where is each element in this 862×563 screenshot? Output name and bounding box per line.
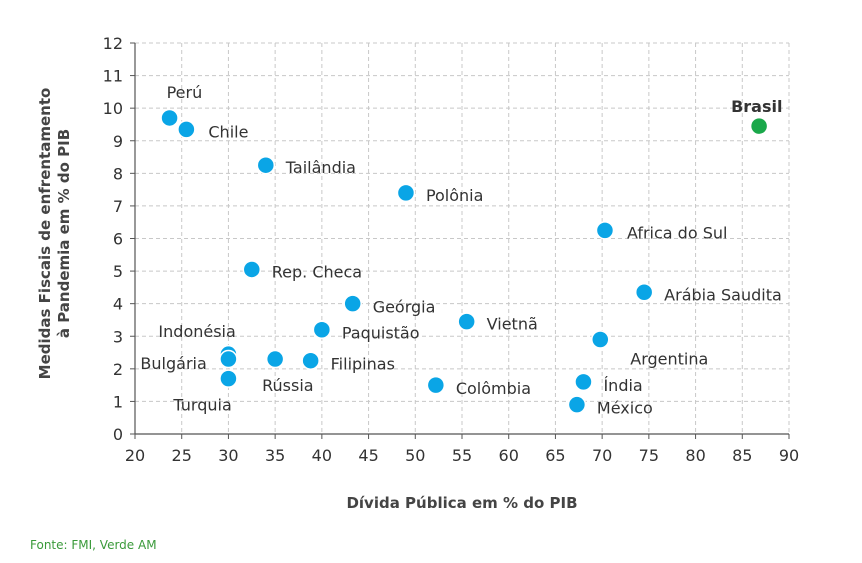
label-bulgaria: Bulgária <box>140 354 206 373</box>
label-africa-do-sul: Africa do Sul <box>627 223 728 242</box>
label-mexico: México <box>597 399 653 418</box>
y-tick-label: 5 <box>113 262 123 281</box>
label-peru: Perú <box>167 83 203 102</box>
x-tick-label: 70 <box>592 446 612 465</box>
y-tick-label: 12 <box>103 34 123 53</box>
label-tailandia: Tailândia <box>285 158 356 177</box>
point-mexico <box>567 395 587 414</box>
label-rep-checa: Rep. Checa <box>272 262 362 281</box>
label-georgia: Geórgia <box>373 298 436 317</box>
label-brasil: Brasil <box>731 97 782 116</box>
x-tick-label: 65 <box>545 446 565 465</box>
point-brasil <box>749 116 769 136</box>
x-tick-label: 60 <box>499 446 519 465</box>
x-axis-title: Dívida Pública em % do PIB <box>346 494 577 512</box>
point-arabia-saudita <box>634 283 654 302</box>
point-colombia <box>426 375 446 395</box>
label-filipinas: Filipinas <box>331 355 395 374</box>
label-vietna: Vietnã <box>487 315 538 334</box>
y-tick-label: 11 <box>103 67 123 86</box>
label-indonesia: Indonésia <box>158 322 235 341</box>
point-peru <box>160 108 179 128</box>
x-tick-label: 40 <box>312 446 332 465</box>
point-bulgaria <box>219 349 238 369</box>
source-note: Fonte: FMI, Verde AM <box>30 538 157 552</box>
y-tick-label: 0 <box>113 425 123 444</box>
y-tick-label: 1 <box>113 392 123 411</box>
point-polonia <box>396 183 416 203</box>
point-india <box>574 372 593 392</box>
y-tick-label: 4 <box>113 295 123 314</box>
label-argentina: Argentina <box>630 350 708 369</box>
point-turquia <box>219 369 238 388</box>
point-vietna <box>457 312 476 331</box>
x-tick-label: 75 <box>639 446 659 465</box>
label-india: Índia <box>603 376 642 395</box>
label-russia: Rússia <box>262 376 313 395</box>
y-tick-label: 8 <box>113 164 123 183</box>
y-axis-title-line2: à Pandemia em % do PIB <box>55 129 73 338</box>
point-russia <box>265 349 285 369</box>
y-tick-label: 6 <box>113 230 123 249</box>
x-tick-label: 80 <box>685 446 705 465</box>
label-polonia: Polônia <box>426 186 484 205</box>
point-filipinas <box>301 351 320 370</box>
y-tick-label: 9 <box>113 132 123 151</box>
x-tick-label: 55 <box>452 446 472 465</box>
label-turquia: Turquia <box>172 396 231 415</box>
x-tick-label: 35 <box>265 446 285 465</box>
label-paquistao: Paquistão <box>342 324 420 343</box>
x-tick-label: 45 <box>358 446 378 465</box>
point-rep-checa <box>242 260 262 279</box>
x-tick-label: 90 <box>779 446 799 465</box>
y-tick-label: 2 <box>113 360 123 379</box>
point-paquistao <box>312 320 332 339</box>
y-tick-label: 10 <box>103 99 123 118</box>
label-colombia: Colômbia <box>456 379 531 398</box>
x-tick-label: 85 <box>732 446 752 465</box>
point-chile <box>177 120 196 139</box>
label-arabia-saudita: Arábia Saudita <box>664 285 782 304</box>
x-tick-label: 50 <box>405 446 425 465</box>
y-tick-label: 7 <box>113 197 123 216</box>
x-tick-label: 25 <box>172 446 192 465</box>
y-axis-title-line1: Medidas Fiscais de enfrentamento <box>36 88 54 380</box>
x-tick-label: 30 <box>218 446 238 465</box>
point-argentina <box>591 330 610 349</box>
point-tailandia <box>256 155 276 175</box>
point-africa-do-sul <box>595 221 615 240</box>
point-georgia <box>343 294 362 313</box>
y-tick-label: 3 <box>113 327 123 346</box>
label-chile: Chile <box>208 122 248 141</box>
x-tick-label: 20 <box>125 446 145 465</box>
